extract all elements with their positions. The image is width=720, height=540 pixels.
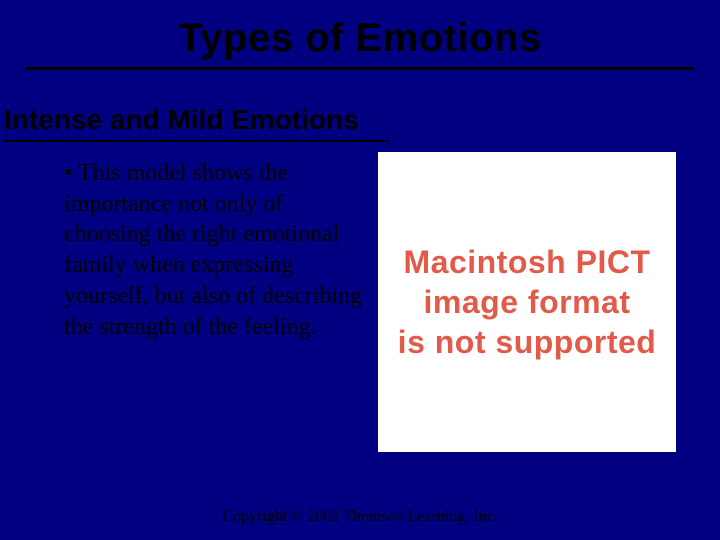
title-underline (26, 67, 694, 70)
placeholder-line-2: image format (424, 282, 631, 322)
slide-subtitle: Intense and Mild Emotions (4, 104, 720, 136)
content-row: • This model shows the importance not on… (0, 150, 720, 452)
subtitle-underline (4, 140, 390, 142)
bullet-text: • This model shows the importance not on… (64, 150, 364, 342)
placeholder-line-3: is not supported (398, 322, 657, 362)
placeholder-line-1: Macintosh PICT (403, 242, 650, 282)
image-placeholder: Macintosh PICT image format is not suppo… (378, 152, 676, 452)
copyright-footer: Copyright © 2002 Thomson Learning, Inc. (0, 508, 720, 526)
slide-title: Types of Emotions (0, 0, 720, 61)
slide: Types of Emotions Intense and Mild Emoti… (0, 0, 720, 540)
